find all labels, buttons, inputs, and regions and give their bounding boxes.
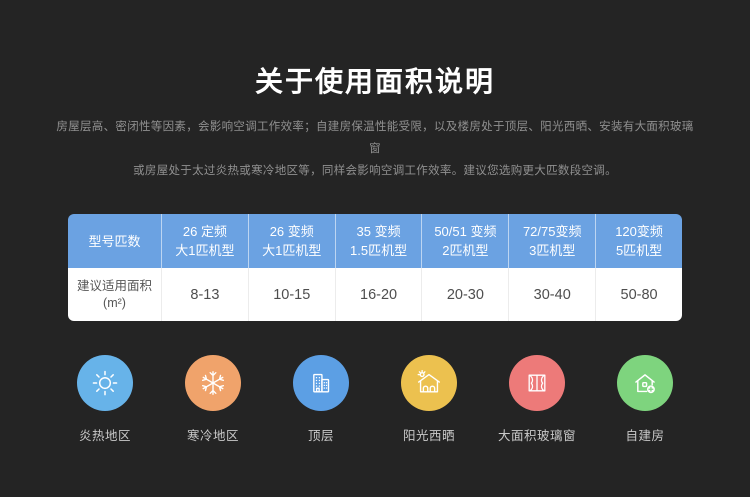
buildings-icon-glyph <box>313 373 330 393</box>
description-line-2: 或房屋处于太过炎热或寒冷地区等，同样会影响空调工作效率。建议您选购更大匹数段空调… <box>133 165 617 177</box>
feature-west-sun: 阳光西晒 <box>379 355 479 444</box>
window-curtains-icon-glyph <box>528 374 546 392</box>
table-header-cell: 35 变频 1.5匹机型 <box>336 214 423 268</box>
window-curtains-icon <box>509 355 565 411</box>
house-plus-icon <box>617 355 673 411</box>
feature-label: 炎热地区 <box>78 429 131 443</box>
table-value-cell: 30-40 <box>509 268 597 321</box>
house-sun-icon <box>401 355 457 411</box>
sun-icon <box>77 355 133 411</box>
table-header-cell: 26 变频 大1匹机型 <box>249 214 336 268</box>
feature-label: 大面积玻璃窗 <box>497 429 576 443</box>
table-row-label: 建议适用面积 (m²) <box>68 268 162 321</box>
feature-hot-region: 炎热地区 <box>55 355 155 444</box>
feature-label: 自建房 <box>625 429 665 443</box>
table-value-cell: 16-20 <box>336 268 423 321</box>
feature-self-built-house: 自建房 <box>595 355 695 444</box>
sun-icon-glyph <box>92 370 118 396</box>
page-title: 关于使用面积说明 <box>254 66 495 97</box>
table-header-cell: 26 定频 大1匹机型 <box>162 214 249 268</box>
table-header-cell: 120变频 5匹机型 <box>615 224 663 258</box>
table-value-cell: 50-80 <box>620 286 658 303</box>
feature-label: 顶层 <box>307 429 334 443</box>
table-header-model-col: 型号匹数 <box>68 214 162 268</box>
feature-top-floor: 顶层 <box>271 355 371 444</box>
house-sun-icon-glyph <box>417 369 440 393</box>
description: 房屋层高、密闭性等因素，会影响空调工作效率；自建房保温性能受限，以及楼房处于顶层… <box>55 116 695 182</box>
table-header-cell: 50/51 变频 2匹机型 <box>422 214 510 268</box>
house-plus-icon-glyph <box>635 374 655 394</box>
feature-label: 阳光西晒 <box>402 429 455 443</box>
feature-cold-region: 寒冷地区 <box>163 355 263 444</box>
feature-icons-row: 炎热地区 寒冷地区 <box>55 355 695 444</box>
table-value-cell: 20-30 <box>422 268 510 321</box>
feature-label: 寒冷地区 <box>186 429 239 443</box>
table-header-cell: 72/75变频 3匹机型 <box>509 214 597 268</box>
table-value-cell: 10-15 <box>249 268 336 321</box>
buildings-icon <box>293 355 349 411</box>
table-body-row: 建议适用面积 (m²) 8-13 10-15 16-20 20-30 30-40… <box>68 268 682 321</box>
snowflake-icon-glyph <box>201 371 225 395</box>
table-value-cell: 8-13 <box>162 268 249 321</box>
snowflake-icon <box>185 355 241 411</box>
table-header-row: 型号匹数 26 定频 大1匹机型 26 变频 大1匹机型 35 变频 1.5匹机… <box>68 214 682 268</box>
feature-large-glass-window: 大面积玻璃窗 <box>487 355 587 444</box>
description-line-1: 房屋层高、密闭性等因素，会影响空调工作效率；自建房保温性能受限，以及楼房处于顶层… <box>56 121 694 155</box>
model-area-table: 型号匹数 26 定频 大1匹机型 26 变频 大1匹机型 35 变频 1.5匹机… <box>68 214 682 321</box>
